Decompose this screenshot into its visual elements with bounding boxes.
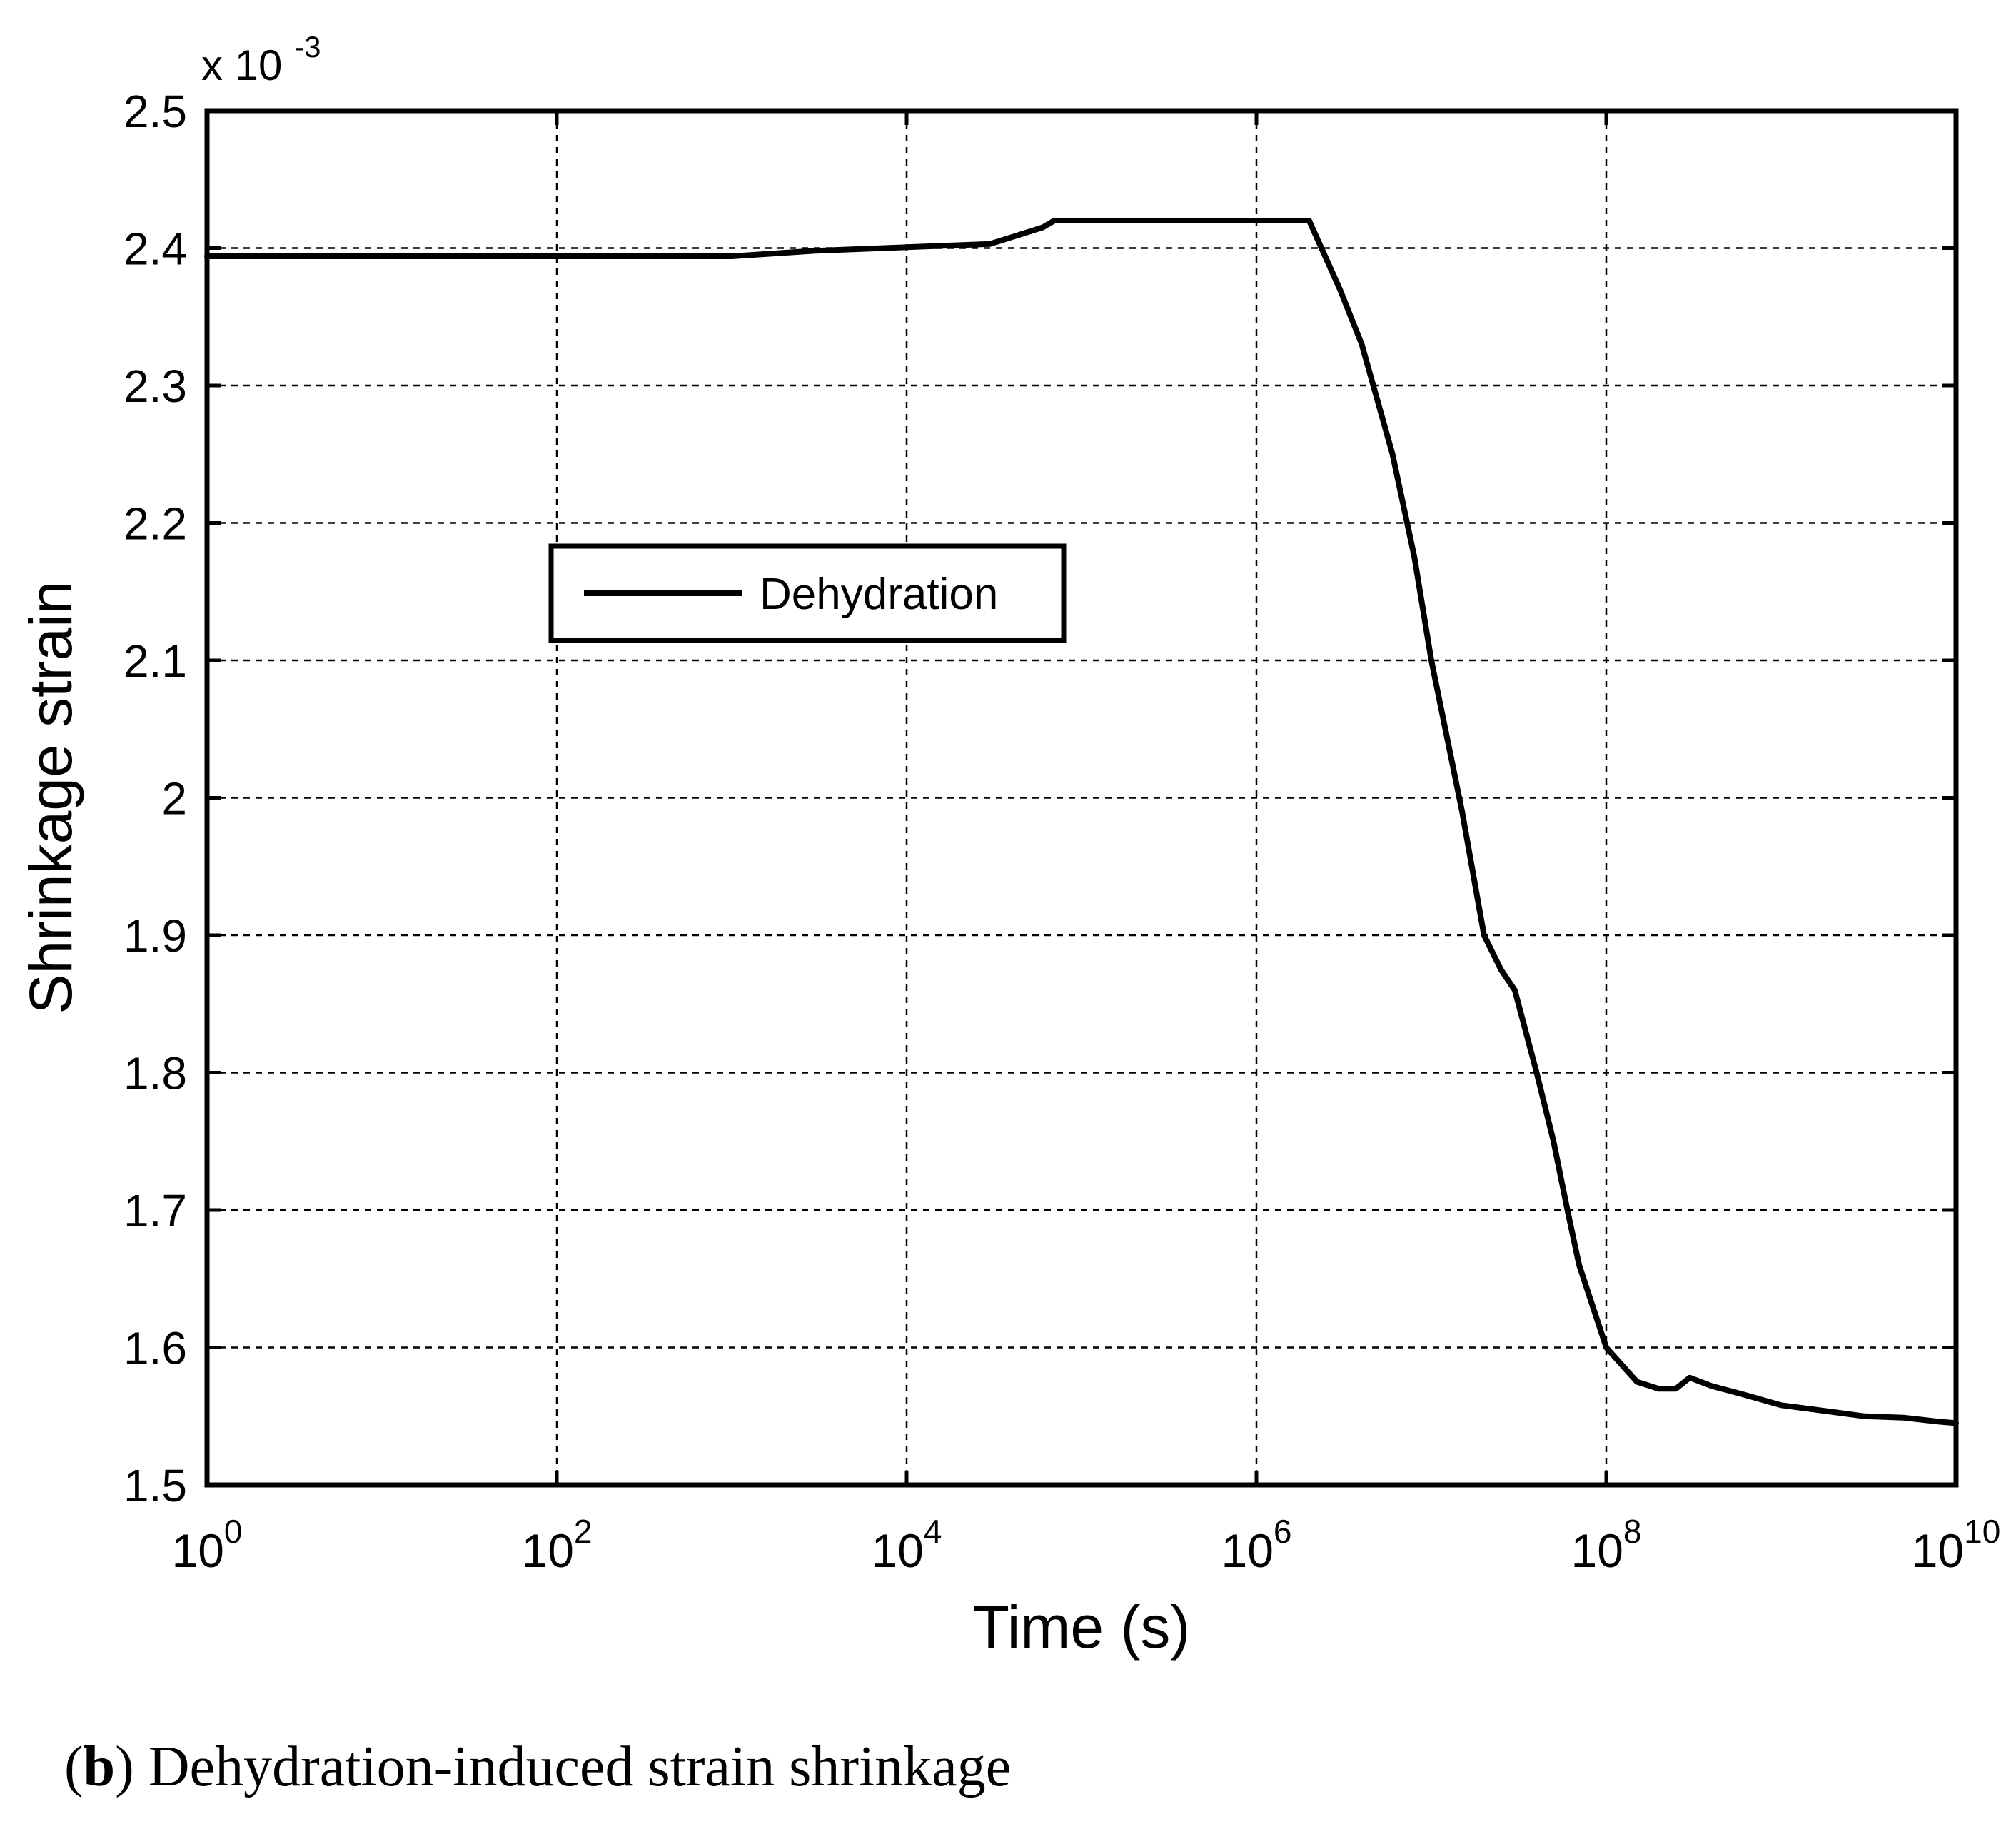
figure-caption: (b) Dehydration-induced strain shrinkage — [64, 1735, 1012, 1798]
axis-ticks: 100 102 104 106 108 1010 1.5 1.6 1.7 1.8 1.9 2 2.1 2.… — [124, 86, 2000, 1577]
x-tick-label: 102 — [521, 1513, 592, 1577]
x-axis-title: Time (s) — [973, 1593, 1191, 1661]
y-tick-label: 1.5 — [124, 1460, 187, 1511]
y-tick-label: 2.5 — [124, 86, 187, 137]
y-tick-label: 2.2 — [124, 498, 187, 550]
y-tick-label: 2 — [161, 773, 187, 825]
x-tick-label: 1010 — [1912, 1513, 2001, 1577]
x-tick-label: 104 — [871, 1513, 942, 1577]
legend-label-dehydration: Dehydration — [760, 570, 998, 619]
y-tick-label: 2.1 — [124, 635, 187, 687]
y-tick-label: 1.8 — [124, 1048, 187, 1099]
y-tick-label: 1.7 — [124, 1185, 187, 1236]
y-axis-multiplier: x 10 -3 — [201, 30, 321, 89]
x-tick-label: 106 — [1221, 1513, 1291, 1577]
x-tick-label: 108 — [1571, 1513, 1641, 1577]
line-chart: 100 102 104 106 108 1010 1.5 1.6 1.7 1.8 1.9 2 2.1 2.… — [17, 30, 2000, 1661]
y-multiplier-exponent: -3 — [294, 30, 321, 64]
plot-frame — [204, 108, 1959, 1488]
caption-label: b — [83, 1735, 116, 1798]
grid-lines — [207, 111, 1956, 1485]
x-tick-label: 100 — [171, 1513, 242, 1577]
y-tick-label: 2.3 — [124, 361, 187, 412]
series-line-dehydration — [204, 218, 1959, 1426]
svg-text:x 10 -3: x 10 -3 — [201, 30, 321, 89]
caption-text: Dehydration-induced strain shrinkage — [148, 1735, 1012, 1798]
y-axis-title: Shrinkage strain — [17, 581, 84, 1014]
series-layer — [204, 218, 1959, 1426]
legend: Dehydration — [548, 543, 1067, 643]
y-multiplier-base: x 10 — [201, 41, 282, 89]
y-tick-label: 1.9 — [124, 910, 187, 962]
y-tick-label: 1.6 — [124, 1323, 187, 1374]
y-tick-label: 2.4 — [124, 223, 187, 275]
